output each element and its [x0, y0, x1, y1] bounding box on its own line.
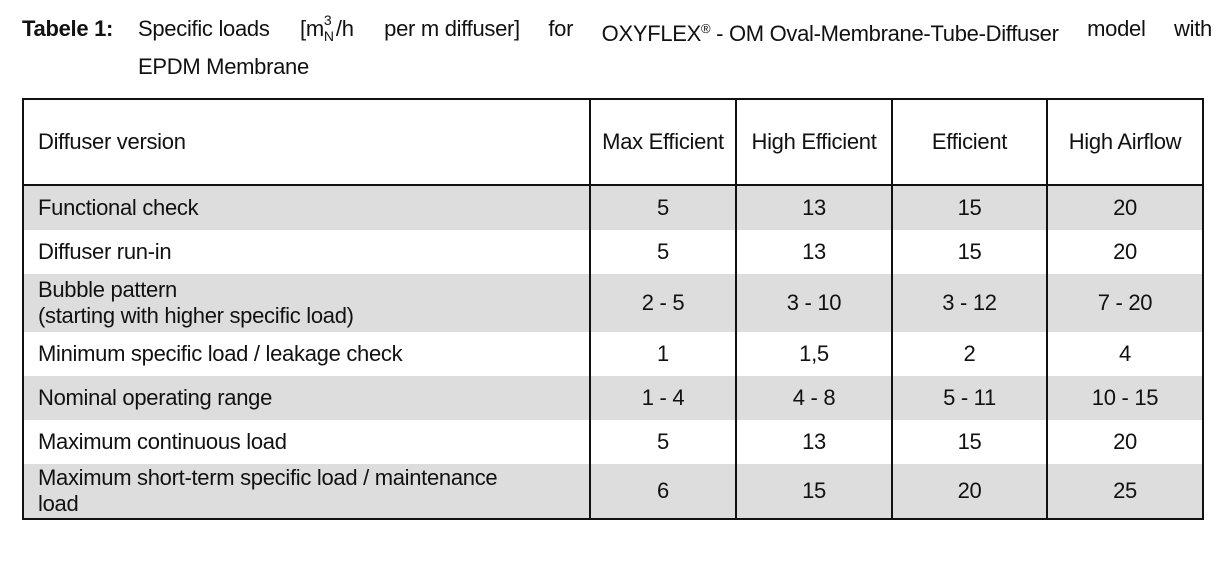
caption-model: model [1087, 16, 1146, 41]
cell-value: 13 [735, 230, 892, 274]
unit-subscript: N [323, 28, 334, 44]
cell-value: 1 [589, 332, 736, 376]
cell-value: 13 [735, 420, 892, 464]
row-label-line-2: load [38, 491, 79, 516]
table-row: Diffuser run-in 5 13 15 20 [22, 230, 1203, 274]
caption-for: for [548, 16, 574, 41]
header-diffuser-version: Diffuser version [22, 99, 590, 186]
row-label: Functional check [22, 185, 590, 230]
cell-value: 5 [589, 230, 736, 274]
table-row: Minimum specific load / leakage check 1 … [22, 332, 1203, 376]
caption-label: Tabele 1: [22, 16, 114, 41]
cell-value: 20 [1046, 230, 1203, 274]
cell-value: 6 [589, 464, 736, 519]
cell-value: 15 [891, 185, 1047, 230]
row-label: Diffuser run-in [22, 230, 590, 274]
header-efficient: Efficient [891, 99, 1047, 186]
cell-value: 1,5 [735, 332, 892, 376]
table-header-row: Diffuser version Max Efficient High Effi… [22, 99, 1203, 186]
table-caption: Tabele 1: Specific loads [m 3 N/h per m di… [22, 12, 1212, 83]
cell-value: 10 - 15 [1046, 376, 1203, 420]
cell-value: 20 [891, 464, 1047, 519]
table-row: Bubble pattern (starting with higher spec… [22, 274, 1203, 332]
unit-superscript: 3 [323, 12, 332, 28]
caption-unit-tail: per m diffuser] [384, 16, 520, 41]
cell-value: 2 - 5 [589, 274, 736, 332]
row-label: Minimum specific load / leakage check [22, 332, 590, 376]
row-label-line-1: Maximum short-term specific load / maint… [38, 465, 498, 490]
caption-brand: OXYFLEX® - OM Oval-Membrane-Tube-Diffuse… [601, 21, 1059, 46]
cell-value: 4 [1046, 332, 1203, 376]
cell-value: 5 [589, 185, 736, 230]
cell-value: 5 - 11 [891, 376, 1047, 420]
table-row: Nominal operating range 1 - 4 4 - 8 5 - … [22, 376, 1203, 420]
caption-line-2: EPDM Membrane [138, 54, 309, 79]
caption-specific-loads: Specific loads [138, 16, 270, 41]
header-max-efficient: Max Efficient [589, 99, 736, 186]
specific-loads-table: Diffuser version Max Efficient High Effi… [22, 98, 1204, 520]
row-label: Nominal operating range [22, 376, 590, 420]
cell-value: 4 - 8 [735, 376, 892, 420]
row-label-line-2: (starting with higher specific load) [38, 303, 354, 328]
cell-value: 13 [735, 185, 892, 230]
table-row: Maximum short-term specific load / maint… [22, 464, 1203, 519]
cell-value: 20 [1046, 185, 1203, 230]
cell-value: 2 [891, 332, 1047, 376]
row-label: Bubble pattern (starting with higher spec… [22, 274, 590, 332]
unit-expression: [m 3 N/h [300, 12, 354, 44]
cell-value: 25 [1046, 464, 1203, 519]
caption-text: Specific loads [m 3 N/h per m diffuser] fo… [138, 12, 1212, 50]
row-label-line-1: Bubble pattern [38, 277, 177, 302]
cell-value: 15 [735, 464, 892, 519]
cell-value: 15 [891, 420, 1047, 464]
table-row: Maximum continuous load 5 13 15 20 [22, 420, 1203, 464]
caption-line-1: Tabele 1: Specific loads [m 3 N/h per m di… [22, 12, 1212, 50]
cell-value: 20 [1046, 420, 1203, 464]
row-label: Maximum continuous load [22, 420, 590, 464]
cell-value: 5 [589, 420, 736, 464]
header-high-efficient: High Efficient [735, 99, 892, 186]
cell-value: 15 [891, 230, 1047, 274]
cell-value: 3 - 12 [891, 274, 1047, 332]
row-label: Maximum short-term specific load / maint… [22, 464, 590, 519]
cell-value: 1 - 4 [589, 376, 736, 420]
header-high-airflow: High Airflow [1046, 99, 1203, 186]
table-row: Functional check 5 13 15 20 [22, 185, 1203, 230]
cell-value: 3 - 10 [735, 274, 892, 332]
caption-with: with [1174, 16, 1212, 41]
cell-value: 7 - 20 [1046, 274, 1203, 332]
registered-mark: ® [701, 21, 711, 36]
